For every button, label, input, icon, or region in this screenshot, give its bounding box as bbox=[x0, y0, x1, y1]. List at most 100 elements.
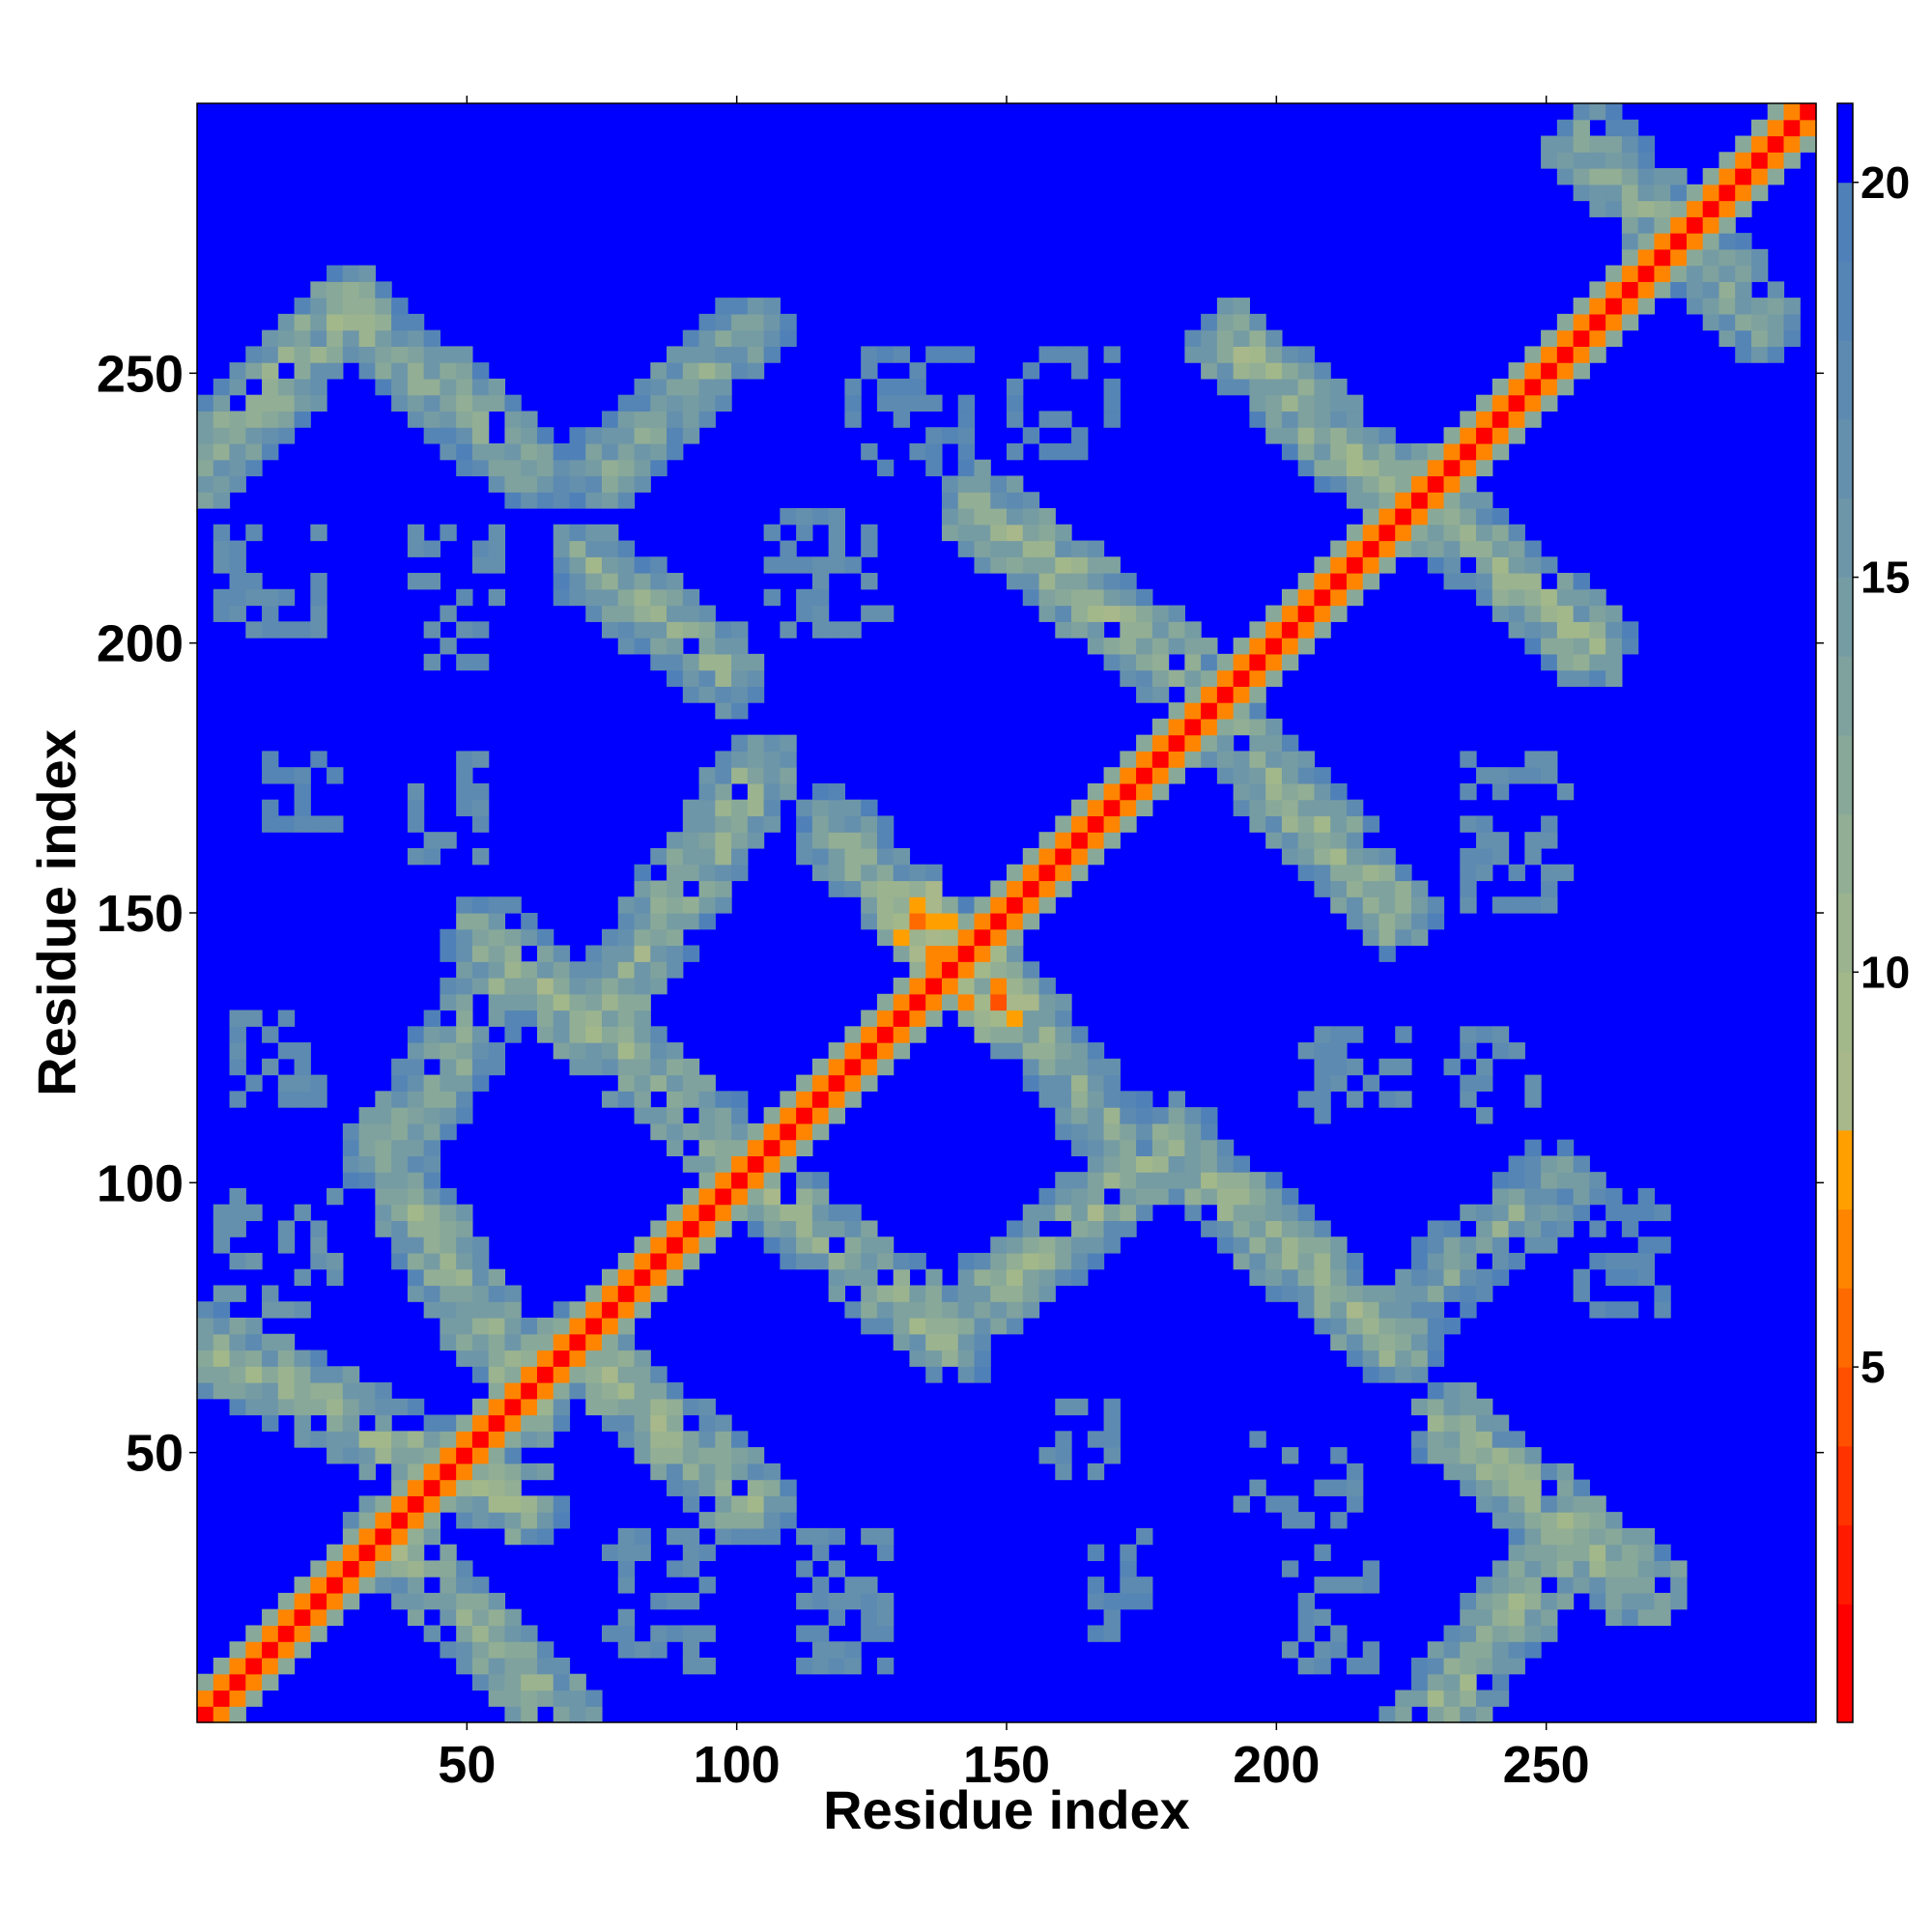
heatmap-cell bbox=[213, 492, 231, 509]
heatmap-cell bbox=[811, 864, 830, 882]
heatmap-cell bbox=[1038, 1252, 1056, 1270]
heatmap-cell bbox=[1249, 1431, 1266, 1448]
heatmap-cell bbox=[569, 540, 586, 557]
heatmap-cell bbox=[1249, 411, 1266, 428]
heatmap-cell bbox=[747, 799, 765, 817]
heatmap-cell bbox=[1637, 135, 1655, 153]
heatmap-cell bbox=[585, 573, 603, 590]
heatmap-cell bbox=[327, 1560, 344, 1577]
heatmap-cell bbox=[844, 394, 862, 412]
heatmap-cell bbox=[229, 588, 246, 607]
heatmap-cell bbox=[407, 1187, 425, 1206]
heatmap-cell bbox=[1103, 638, 1121, 655]
heatmap-cell bbox=[1249, 1172, 1266, 1189]
heatmap-cell bbox=[1314, 411, 1331, 428]
heatmap-cell bbox=[1670, 1560, 1688, 1577]
heatmap-cell bbox=[375, 1220, 392, 1237]
heatmap-cell bbox=[310, 1592, 327, 1610]
heatmap-cell bbox=[1297, 621, 1316, 639]
heatmap-cell bbox=[229, 1657, 246, 1675]
heatmap-cell bbox=[1022, 492, 1040, 509]
heatmap-cell bbox=[471, 1447, 490, 1464]
heatmap-cell bbox=[796, 847, 813, 866]
colorbar-segment bbox=[1837, 893, 1853, 973]
heatmap-cell bbox=[262, 1382, 279, 1400]
heatmap-cell bbox=[1330, 1333, 1348, 1351]
heatmap-cell bbox=[1168, 621, 1185, 639]
heatmap-cell bbox=[796, 1560, 813, 1577]
heatmap-cell bbox=[1038, 1204, 1056, 1222]
heatmap-cell bbox=[327, 265, 344, 282]
heatmap-cell bbox=[488, 961, 506, 979]
heatmap-cell bbox=[925, 1285, 943, 1302]
heatmap-cell bbox=[1476, 508, 1493, 526]
heatmap-cell bbox=[1281, 1495, 1299, 1513]
heatmap-cell bbox=[1556, 1463, 1575, 1481]
heatmap-cell bbox=[780, 1139, 797, 1156]
heatmap-cell bbox=[1524, 896, 1542, 914]
heatmap-cell bbox=[245, 427, 263, 444]
heatmap-cell bbox=[1476, 1204, 1493, 1222]
heatmap-cell bbox=[1362, 928, 1380, 947]
heatmap-cell bbox=[957, 1252, 976, 1270]
heatmap-cell bbox=[876, 1625, 895, 1642]
heatmap-cell bbox=[1524, 1544, 1542, 1561]
heatmap-cell bbox=[569, 588, 586, 607]
heatmap-cell bbox=[1637, 1268, 1655, 1287]
heatmap-cell bbox=[715, 1447, 732, 1464]
heatmap-cell bbox=[667, 573, 684, 590]
heatmap-cell bbox=[1443, 427, 1461, 444]
heatmap-cell bbox=[213, 442, 231, 461]
heatmap-cell bbox=[715, 880, 732, 897]
heatmap-cell bbox=[974, 978, 991, 995]
heatmap-cell bbox=[1022, 588, 1040, 607]
heatmap-cell bbox=[1216, 346, 1235, 363]
heatmap-cell bbox=[471, 1479, 490, 1496]
heatmap-cell bbox=[407, 847, 425, 866]
heatmap-cell bbox=[780, 1091, 797, 1108]
heatmap-cell bbox=[844, 1252, 862, 1270]
heatmap-cell bbox=[1492, 1673, 1510, 1691]
heatmap-cell bbox=[957, 1268, 976, 1287]
heatmap-cell bbox=[1136, 751, 1153, 768]
heatmap-cell bbox=[1151, 1107, 1170, 1124]
heatmap-cell bbox=[1395, 1091, 1412, 1108]
heatmap-cell bbox=[277, 1366, 296, 1383]
heatmap-cell bbox=[667, 621, 684, 639]
heatmap-cell bbox=[602, 442, 619, 461]
heatmap-cell bbox=[1184, 1204, 1202, 1222]
heatmap-cell bbox=[763, 815, 781, 833]
heatmap-cell bbox=[213, 1382, 231, 1400]
heatmap-cell bbox=[456, 394, 473, 412]
heatmap-cell bbox=[1395, 1058, 1412, 1076]
heatmap-cell bbox=[844, 556, 862, 574]
heatmap-cell bbox=[1038, 880, 1056, 897]
heatmap-cell bbox=[423, 1301, 440, 1319]
heatmap-cell bbox=[1541, 1625, 1558, 1642]
heatmap-cell bbox=[1573, 298, 1590, 315]
heatmap-cell bbox=[682, 1641, 700, 1659]
heatmap-cell bbox=[909, 1333, 926, 1351]
heatmap-cell bbox=[1427, 459, 1445, 477]
heatmap-cell bbox=[1103, 346, 1121, 363]
heatmap-cell bbox=[990, 508, 1008, 526]
heatmap-cell bbox=[828, 1657, 845, 1675]
heatmap-cell bbox=[1605, 1301, 1623, 1319]
y-tick-label: 200 bbox=[97, 615, 184, 673]
heatmap-cell bbox=[617, 1074, 636, 1092]
heatmap-cell bbox=[1556, 135, 1575, 153]
heatmap-cell bbox=[1411, 1398, 1429, 1416]
heatmap-cell bbox=[423, 1009, 440, 1027]
heatmap-cell bbox=[861, 847, 878, 866]
heatmap-cell bbox=[342, 1431, 360, 1448]
heatmap-cell bbox=[1071, 621, 1089, 639]
heatmap-cell bbox=[1541, 135, 1558, 153]
heatmap-cell bbox=[391, 1560, 409, 1577]
heatmap-cell bbox=[634, 1431, 651, 1448]
heatmap-cell bbox=[811, 1236, 830, 1254]
heatmap-cell bbox=[569, 427, 586, 444]
heatmap-cell bbox=[358, 1447, 376, 1464]
heatmap-cell bbox=[1087, 1172, 1105, 1189]
heatmap-cell bbox=[941, 1301, 959, 1319]
